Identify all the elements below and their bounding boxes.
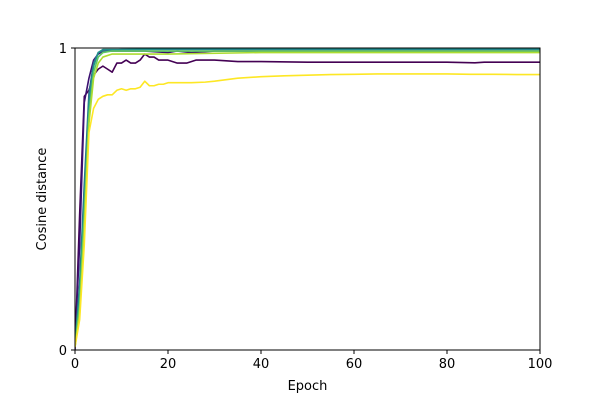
series-line-1: [75, 53, 540, 350]
series-line-3: [75, 48, 540, 345]
x-tick-label: 40: [253, 357, 270, 372]
series-line-7: [75, 73, 540, 348]
x-axis-ticks: 0 20 40 60 80 100: [71, 350, 553, 372]
x-tick-label: 0: [71, 357, 79, 372]
series-line-5: [75, 50, 540, 348]
x-axis-label: Epoch: [288, 379, 328, 394]
y-tick-label: 1: [59, 42, 67, 57]
series-group: [75, 48, 540, 350]
x-tick-label: 80: [439, 357, 456, 372]
y-axis-ticks: 01: [59, 42, 75, 359]
series-line-6: [75, 51, 540, 348]
series-line-2: [75, 50, 540, 344]
x-tick-label: 20: [160, 357, 177, 372]
x-tick-label: 100: [528, 357, 553, 372]
axes-frame: [74, 47, 541, 351]
series-line-4: [75, 48, 540, 348]
x-tick-label: 60: [346, 357, 363, 372]
y-axis-label: Cosine distance: [35, 148, 50, 251]
y-tick-label: 0: [59, 344, 67, 359]
